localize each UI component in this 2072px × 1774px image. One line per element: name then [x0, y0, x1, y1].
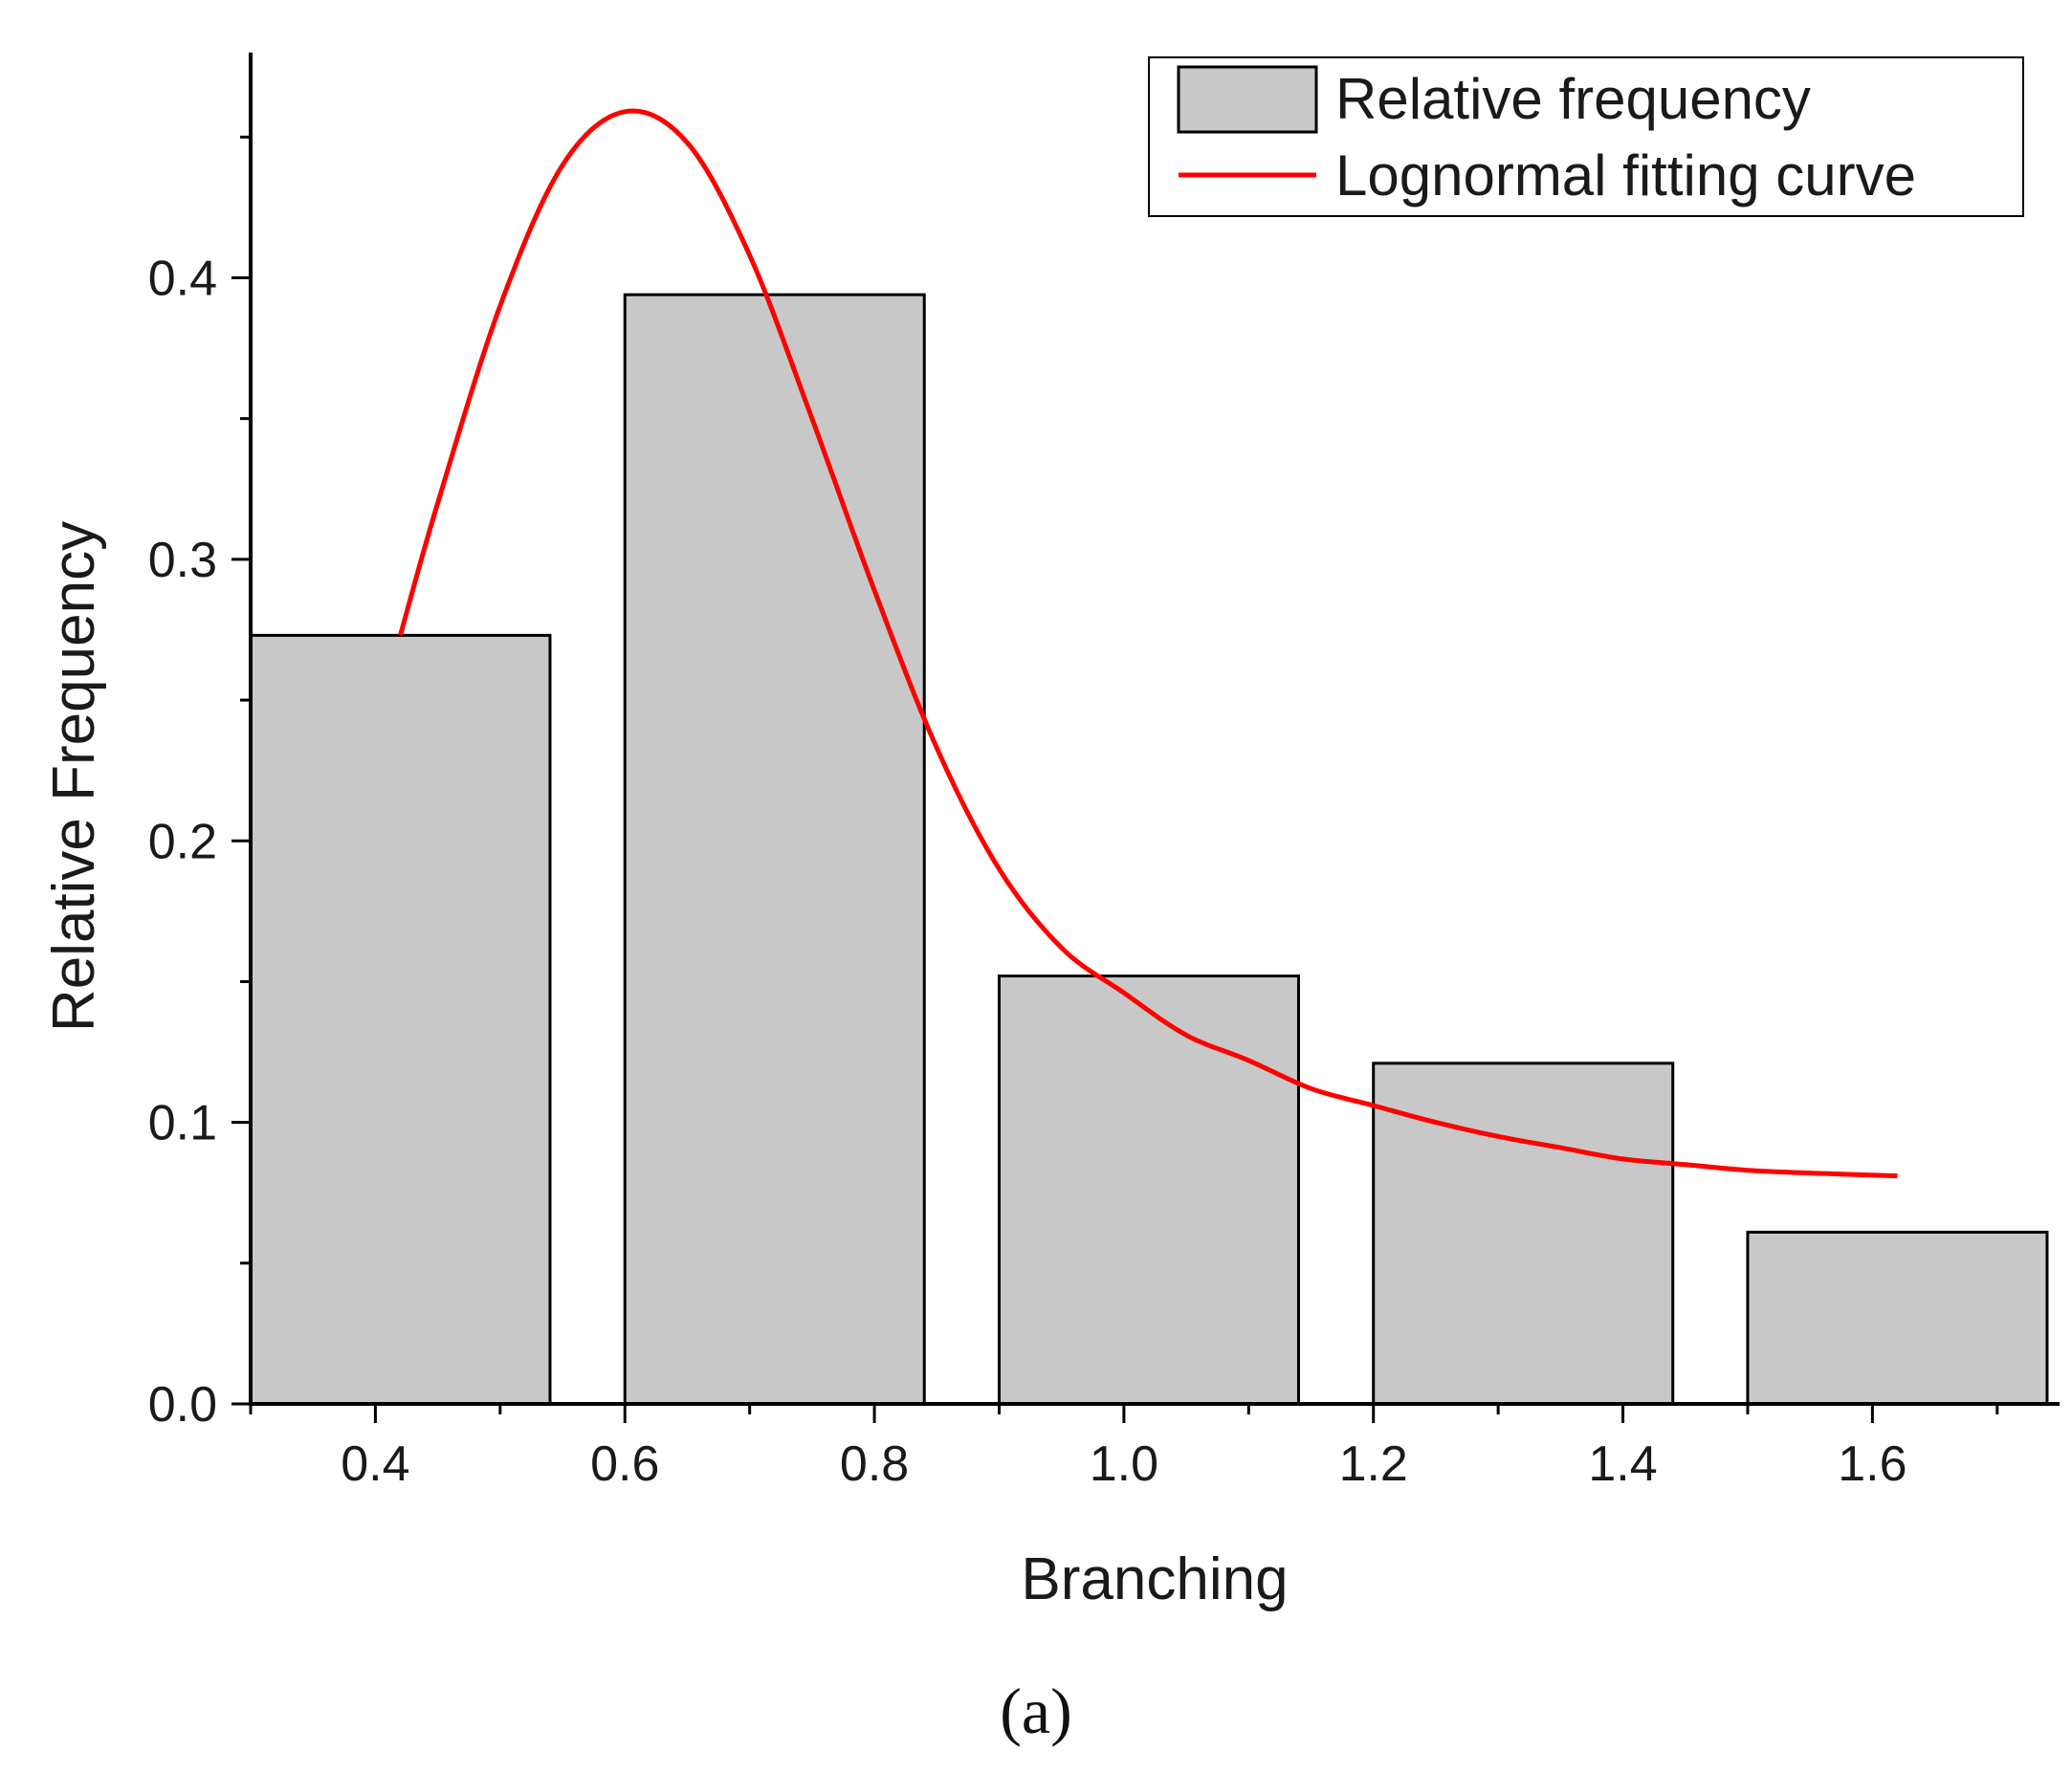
- lognormal-fit-curve: [398, 108, 1898, 1179]
- histogram-bar: [1372, 1062, 1675, 1406]
- histogram-bar: [623, 293, 926, 1406]
- y-tick-label: 0.0: [148, 1377, 217, 1433]
- curve-layer: [398, 108, 1898, 1179]
- bars-layer: [249, 293, 2049, 1406]
- histogram-bar: [997, 975, 1300, 1406]
- x-tick-label: 1.6: [1838, 1436, 1907, 1492]
- legend: Relative frequency Lognormal fitting cur…: [1148, 56, 2024, 217]
- x-tick-label: 1.4: [1588, 1436, 1657, 1492]
- panel-label: (a): [1000, 1675, 1071, 1747]
- y-tick-label: 0.4: [148, 252, 217, 307]
- axes-layer: 0.0 0.1 0.2 0.3 0.4 0.4 0.6 0.8 1.0 1.2 1.4 1.6: [148, 53, 2060, 1492]
- x-tick-label: 0.4: [341, 1436, 409, 1492]
- histogram-bar: [1746, 1230, 2049, 1406]
- y-axis-title: Relative Frequency: [41, 521, 107, 1032]
- legend-bar-swatch: [1177, 65, 1318, 134]
- x-tick-label: 1.0: [1090, 1436, 1158, 1492]
- y-tick-label: 0.3: [148, 533, 217, 588]
- histogram-bar: [249, 633, 552, 1406]
- y-tick-label: 0.1: [148, 1096, 217, 1151]
- x-tick-label: 0.6: [590, 1436, 659, 1492]
- x-axis-title: Branching: [1021, 1546, 1288, 1612]
- y-tick-label: 0.2: [148, 814, 217, 869]
- legend-label-lognormal-curve: Lognormal fitting curve: [1335, 143, 1916, 208]
- x-tick-label: 0.8: [840, 1436, 909, 1492]
- x-tick-label: 1.2: [1339, 1436, 1408, 1492]
- legend-label-relative-frequency: Relative frequency: [1335, 67, 1811, 131]
